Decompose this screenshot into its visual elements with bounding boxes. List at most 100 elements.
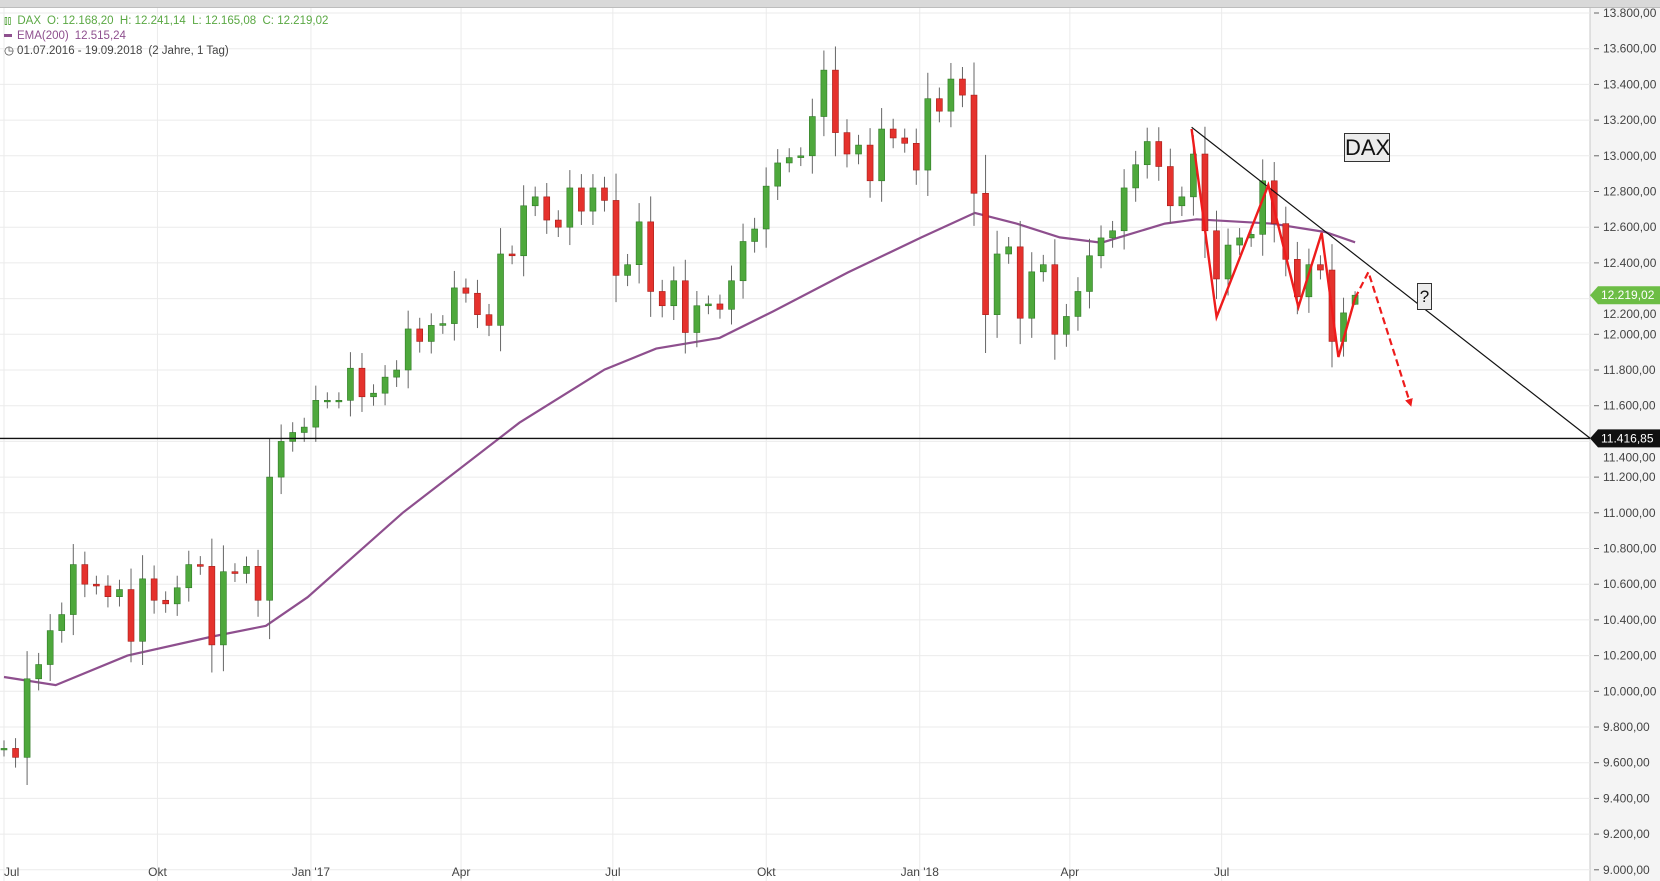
candle xyxy=(1317,255,1324,280)
candle-body-down xyxy=(832,69,839,133)
candle xyxy=(1270,162,1278,243)
candle-body-down xyxy=(716,303,724,310)
candle-body-up xyxy=(1063,316,1070,335)
candle-body-up xyxy=(1005,246,1012,255)
legend-range-row: ◷ 01.07.2016 - 19.09.2018 (2 Jahre, 1 Tag) xyxy=(4,44,334,59)
candle-body-up xyxy=(924,98,932,171)
candle xyxy=(589,174,597,225)
candle-body-down xyxy=(462,287,470,294)
candle xyxy=(185,550,193,602)
y-tick-label: 9.000,00 xyxy=(1603,863,1650,877)
y-tick-label: 11.000,00 xyxy=(1603,506,1656,520)
y-tick-label: 13.400,00 xyxy=(1603,77,1657,91)
candle xyxy=(658,279,666,318)
legend-ema-value: 12.515,24 xyxy=(74,30,126,42)
candle-body-down xyxy=(682,280,689,333)
candle xyxy=(1051,239,1059,360)
candle xyxy=(404,310,412,389)
candle-body-down xyxy=(127,589,135,642)
y-tick-label: 9.800,00 xyxy=(1603,720,1650,734)
legend-range: 01.07.2016 - 19.09.2018 xyxy=(17,45,143,57)
candle-body-up xyxy=(693,305,701,333)
candle xyxy=(347,352,354,417)
candle xyxy=(1120,169,1128,250)
candle xyxy=(416,317,424,353)
candle-body-down xyxy=(1270,180,1278,224)
candle-body-up xyxy=(1178,196,1186,207)
legend-ohlc: O: 12.168,20 H: 12.241,14 L: 12.165,08 C… xyxy=(47,15,329,27)
candle xyxy=(1074,277,1082,331)
candle-body-up xyxy=(728,280,735,310)
candle xyxy=(855,134,862,165)
candle-body-up xyxy=(1039,264,1047,273)
candle-body-down xyxy=(416,328,424,342)
support-level-tag-bg xyxy=(1590,429,1660,448)
candle-body-down xyxy=(912,143,920,171)
candle-body-up xyxy=(185,564,193,589)
candle xyxy=(531,186,539,217)
time-axis: Jul Okt Jan '17 Apr Jul Okt Jan '18 Apr Jul xyxy=(4,865,1229,879)
candle-body-down xyxy=(936,98,943,112)
candle xyxy=(162,591,169,613)
candle-body-up xyxy=(312,400,320,428)
y-tick-label: 9.200,00 xyxy=(1603,827,1650,841)
chart-legend: ⫾⫾ DAX O: 12.168,20 H: 12.241,14 L: 12.165… xyxy=(4,14,334,59)
legend-ema-label: EMA(200) xyxy=(17,30,69,42)
ema-line-icon xyxy=(4,34,12,38)
candle xyxy=(520,185,527,277)
y-tick-label: 11.200,00 xyxy=(1603,470,1656,484)
candle xyxy=(46,614,54,682)
y-tick-label: 10.600,00 xyxy=(1603,577,1657,591)
x-tick-label: Jan '18 xyxy=(901,865,940,879)
candle xyxy=(543,183,551,234)
candle-body-up xyxy=(520,205,527,257)
x-tick-label: Jul xyxy=(605,865,620,879)
candle-body-down xyxy=(81,564,89,585)
candle xyxy=(462,278,470,303)
candle xyxy=(312,385,320,442)
candle xyxy=(1178,186,1186,217)
y-tick-label: 11.600,00 xyxy=(1603,399,1656,413)
candle xyxy=(982,154,989,354)
candle xyxy=(705,295,712,315)
candle-body-up xyxy=(993,253,1001,315)
y-tick-label: 12.400,00 xyxy=(1603,256,1657,270)
candle-body-up xyxy=(277,441,285,478)
candle xyxy=(23,651,31,786)
candle xyxy=(970,62,978,226)
candle-body-up xyxy=(116,589,123,597)
candle-body-up xyxy=(427,325,435,342)
candle xyxy=(762,167,770,248)
candle-body-up xyxy=(1086,255,1093,292)
candle xyxy=(912,128,920,185)
candle-body-up xyxy=(1028,271,1036,319)
candle-body-up xyxy=(23,678,31,758)
candle xyxy=(716,294,724,319)
y-tick-label: 13.600,00 xyxy=(1603,42,1657,56)
candle-body-up xyxy=(670,280,678,307)
candle xyxy=(612,173,620,303)
question-text-annotation[interactable]: ? xyxy=(1417,283,1432,310)
candle-body-up xyxy=(1190,153,1197,198)
candle-body-down xyxy=(150,578,158,601)
dax-text-annotation[interactable]: DAX xyxy=(1344,133,1391,162)
candle-body-up xyxy=(635,221,643,265)
candle-body-up xyxy=(1109,230,1116,239)
candle-body-up xyxy=(589,187,597,212)
x-tick-label: Okt xyxy=(757,865,776,879)
candle xyxy=(58,602,66,643)
legend-range-note: (2 Jahre, 1 Tag) xyxy=(148,45,229,57)
candle-body-down xyxy=(231,571,239,574)
candle xyxy=(624,253,631,287)
candle-body-down xyxy=(889,128,897,139)
candle-body-down xyxy=(1317,264,1324,271)
candle xyxy=(739,223,747,299)
candle-body-up xyxy=(370,392,377,398)
candle-body-up xyxy=(762,185,770,230)
candle-body-up xyxy=(393,369,400,378)
candle-body-down xyxy=(612,200,620,276)
candle-body-up xyxy=(774,162,781,187)
x-tick-label: Jul xyxy=(4,865,19,879)
candle xyxy=(1039,254,1047,282)
